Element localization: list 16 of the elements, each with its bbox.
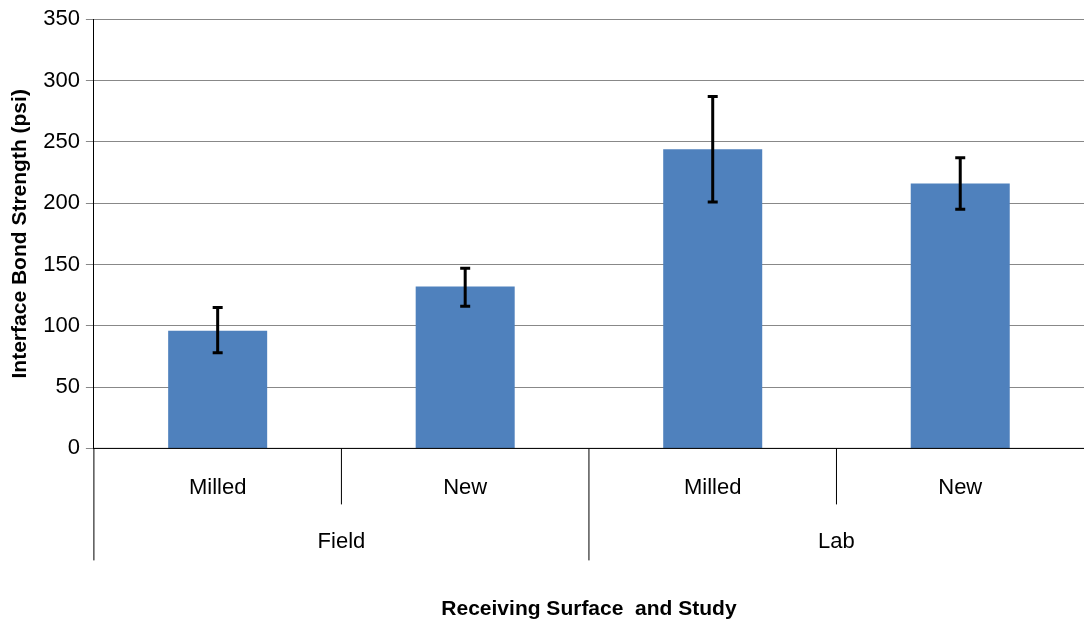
x-axis-title: Receiving Surface and Study xyxy=(441,596,737,620)
y-tick-label: 300 xyxy=(43,66,80,92)
x-tick-label: New xyxy=(938,473,983,499)
x-tick-label: Milled xyxy=(683,473,742,499)
x-tick-label: New xyxy=(443,473,488,499)
y-tick-label: 50 xyxy=(55,373,80,399)
y-tick-label: 250 xyxy=(43,127,80,153)
y-tick-label: 150 xyxy=(43,250,80,276)
y-tick-label: 200 xyxy=(43,189,80,215)
y-tick-label: 100 xyxy=(43,311,80,337)
x-tick-label: Milled xyxy=(188,473,247,499)
y-tick-label: 350 xyxy=(43,5,80,31)
y-tick-label: 0 xyxy=(67,434,80,460)
y-axis-title: Interface Bond Strength (psi) xyxy=(7,89,31,379)
text: Lab xyxy=(818,528,855,554)
text: Field xyxy=(317,528,366,554)
